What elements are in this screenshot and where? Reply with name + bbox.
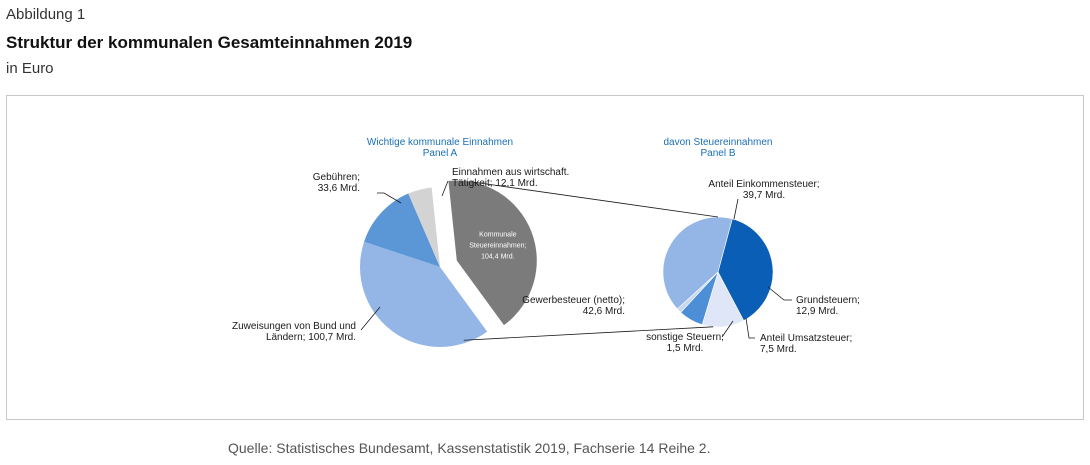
leader-sonstige-steuern — [721, 320, 734, 338]
figure-unit: in Euro — [6, 60, 54, 77]
leader-wirtschaft — [441, 180, 449, 197]
connector-bottom-line — [463, 326, 714, 341]
leader-einkommensteuer — [733, 198, 739, 220]
panel-b-slice-anteil-einkommensteuer — [717, 218, 774, 322]
panel-a-slice-gebuhren — [364, 193, 440, 267]
chart-labels: Wichtige kommunale Einnahmen Panel A davon… — [232, 137, 860, 355]
label-wirtschaft: Einnahmen aus wirtschaft. Tätigkeit; 12,1… — [452, 167, 569, 189]
panel-a-slice-kommunale-steuereinnahmen — [448, 180, 537, 326]
chart-frame — [6, 95, 1084, 420]
leader-umsatzsteuer — [745, 317, 755, 339]
label-umsatzsteuer: Anteil Umsatzsteuer; 7,5 Mrd. — [760, 333, 852, 355]
figure-label: Abbildung 1 — [6, 6, 86, 23]
connector-top-line — [470, 181, 719, 218]
label-gewerbesteuer: Gewerbesteuer (netto); 42,6 Mrd. — [522, 295, 625, 317]
source-note: Quelle: Statistisches Bundesamt, Kassens… — [228, 440, 711, 456]
label-sonstige-steuern: sonstige Steuern; 1,5 Mrd. — [646, 332, 724, 354]
panel-a-title: Wichtige kommunale Einnahmen Panel A — [367, 137, 513, 159]
panel-a-pie — [360, 180, 537, 347]
leader-zuweisungen — [360, 306, 381, 331]
panel-a-slice-einnahmen-aus-wirtschaft-tatigkeit — [408, 187, 440, 267]
panel-a-slice-zuweisungen-von-bund-und-landern — [360, 241, 488, 347]
figure-title: Struktur der kommunalen Gesamteinnahmen … — [6, 33, 413, 52]
label-einkommensteuer: Anteil Einkommensteuer; 39,7 Mrd. — [708, 179, 819, 201]
panel-b-title: davon Steuereinnahmen Panel B — [664, 137, 773, 159]
label-kommunale-steuereinnahmen: Kommunale Steuereinnahmen; 104,4 Mrd. — [469, 232, 526, 261]
leader-gebuehren — [377, 192, 402, 204]
label-gebuehren: Gebühren; 33,6 Mrd. — [313, 172, 360, 194]
label-grundsteuern: Grundsteuern; 12,9 Mrd. — [796, 295, 860, 317]
explode-connectors — [463, 181, 719, 341]
label-zuweisungen: Zuweisungen von Bund und Ländern; 100,7 M… — [232, 321, 356, 343]
panel-b-pie — [662, 216, 774, 328]
leader-grundsteuern — [767, 286, 792, 301]
